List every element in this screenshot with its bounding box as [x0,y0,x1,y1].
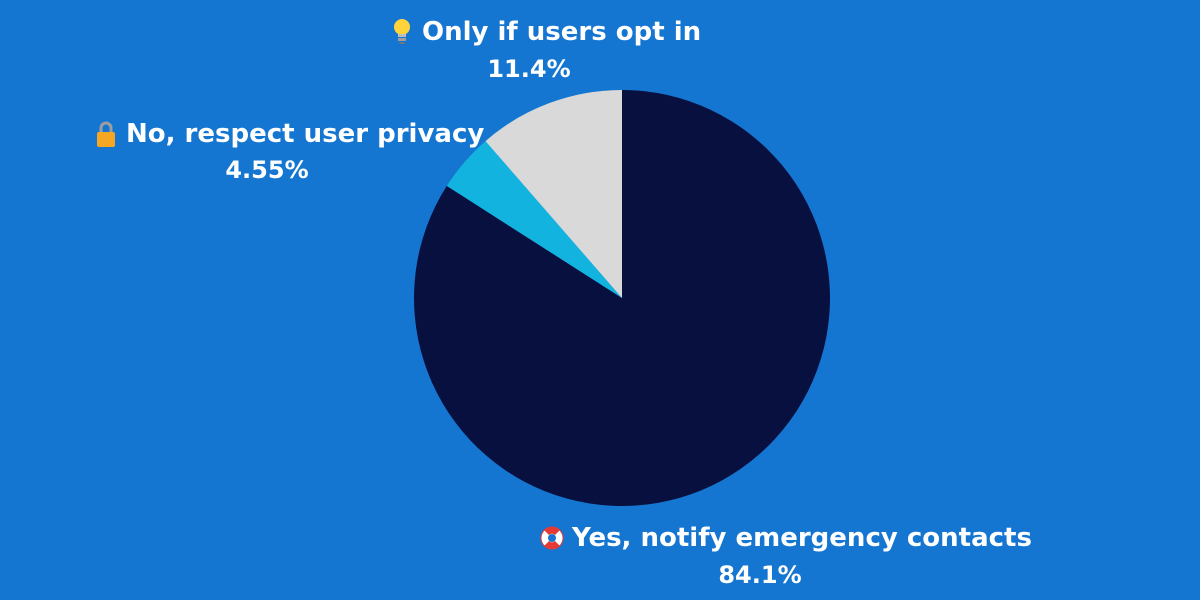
slice-label-notify: Yes, notify emergency contacts [571,523,1032,553]
lock-icon [97,121,115,147]
pie-slices [414,90,831,507]
slice-label-group-notify: Yes, notify emergency contacts 84.1% [540,523,1032,589]
lightbulb-icon [394,19,410,44]
pie-slice-0 [414,90,831,507]
pie-slice-1 [446,141,622,298]
slice-label-opt-in: Only if users opt in [422,17,701,47]
slice-value-privacy: 4.55% [225,156,308,184]
slice-value-notify: 84.1% [718,561,801,589]
slice-label-group-opt-in: Only if users opt in 11.4% [394,17,701,83]
lifebuoy-icon [540,526,564,550]
pie-slice-2 [485,90,622,298]
slice-label-privacy: No, respect user privacy [126,119,484,149]
slice-value-opt-in: 11.4% [487,55,570,83]
slice-label-group-privacy: No, respect user privacy 4.55% [97,119,484,184]
